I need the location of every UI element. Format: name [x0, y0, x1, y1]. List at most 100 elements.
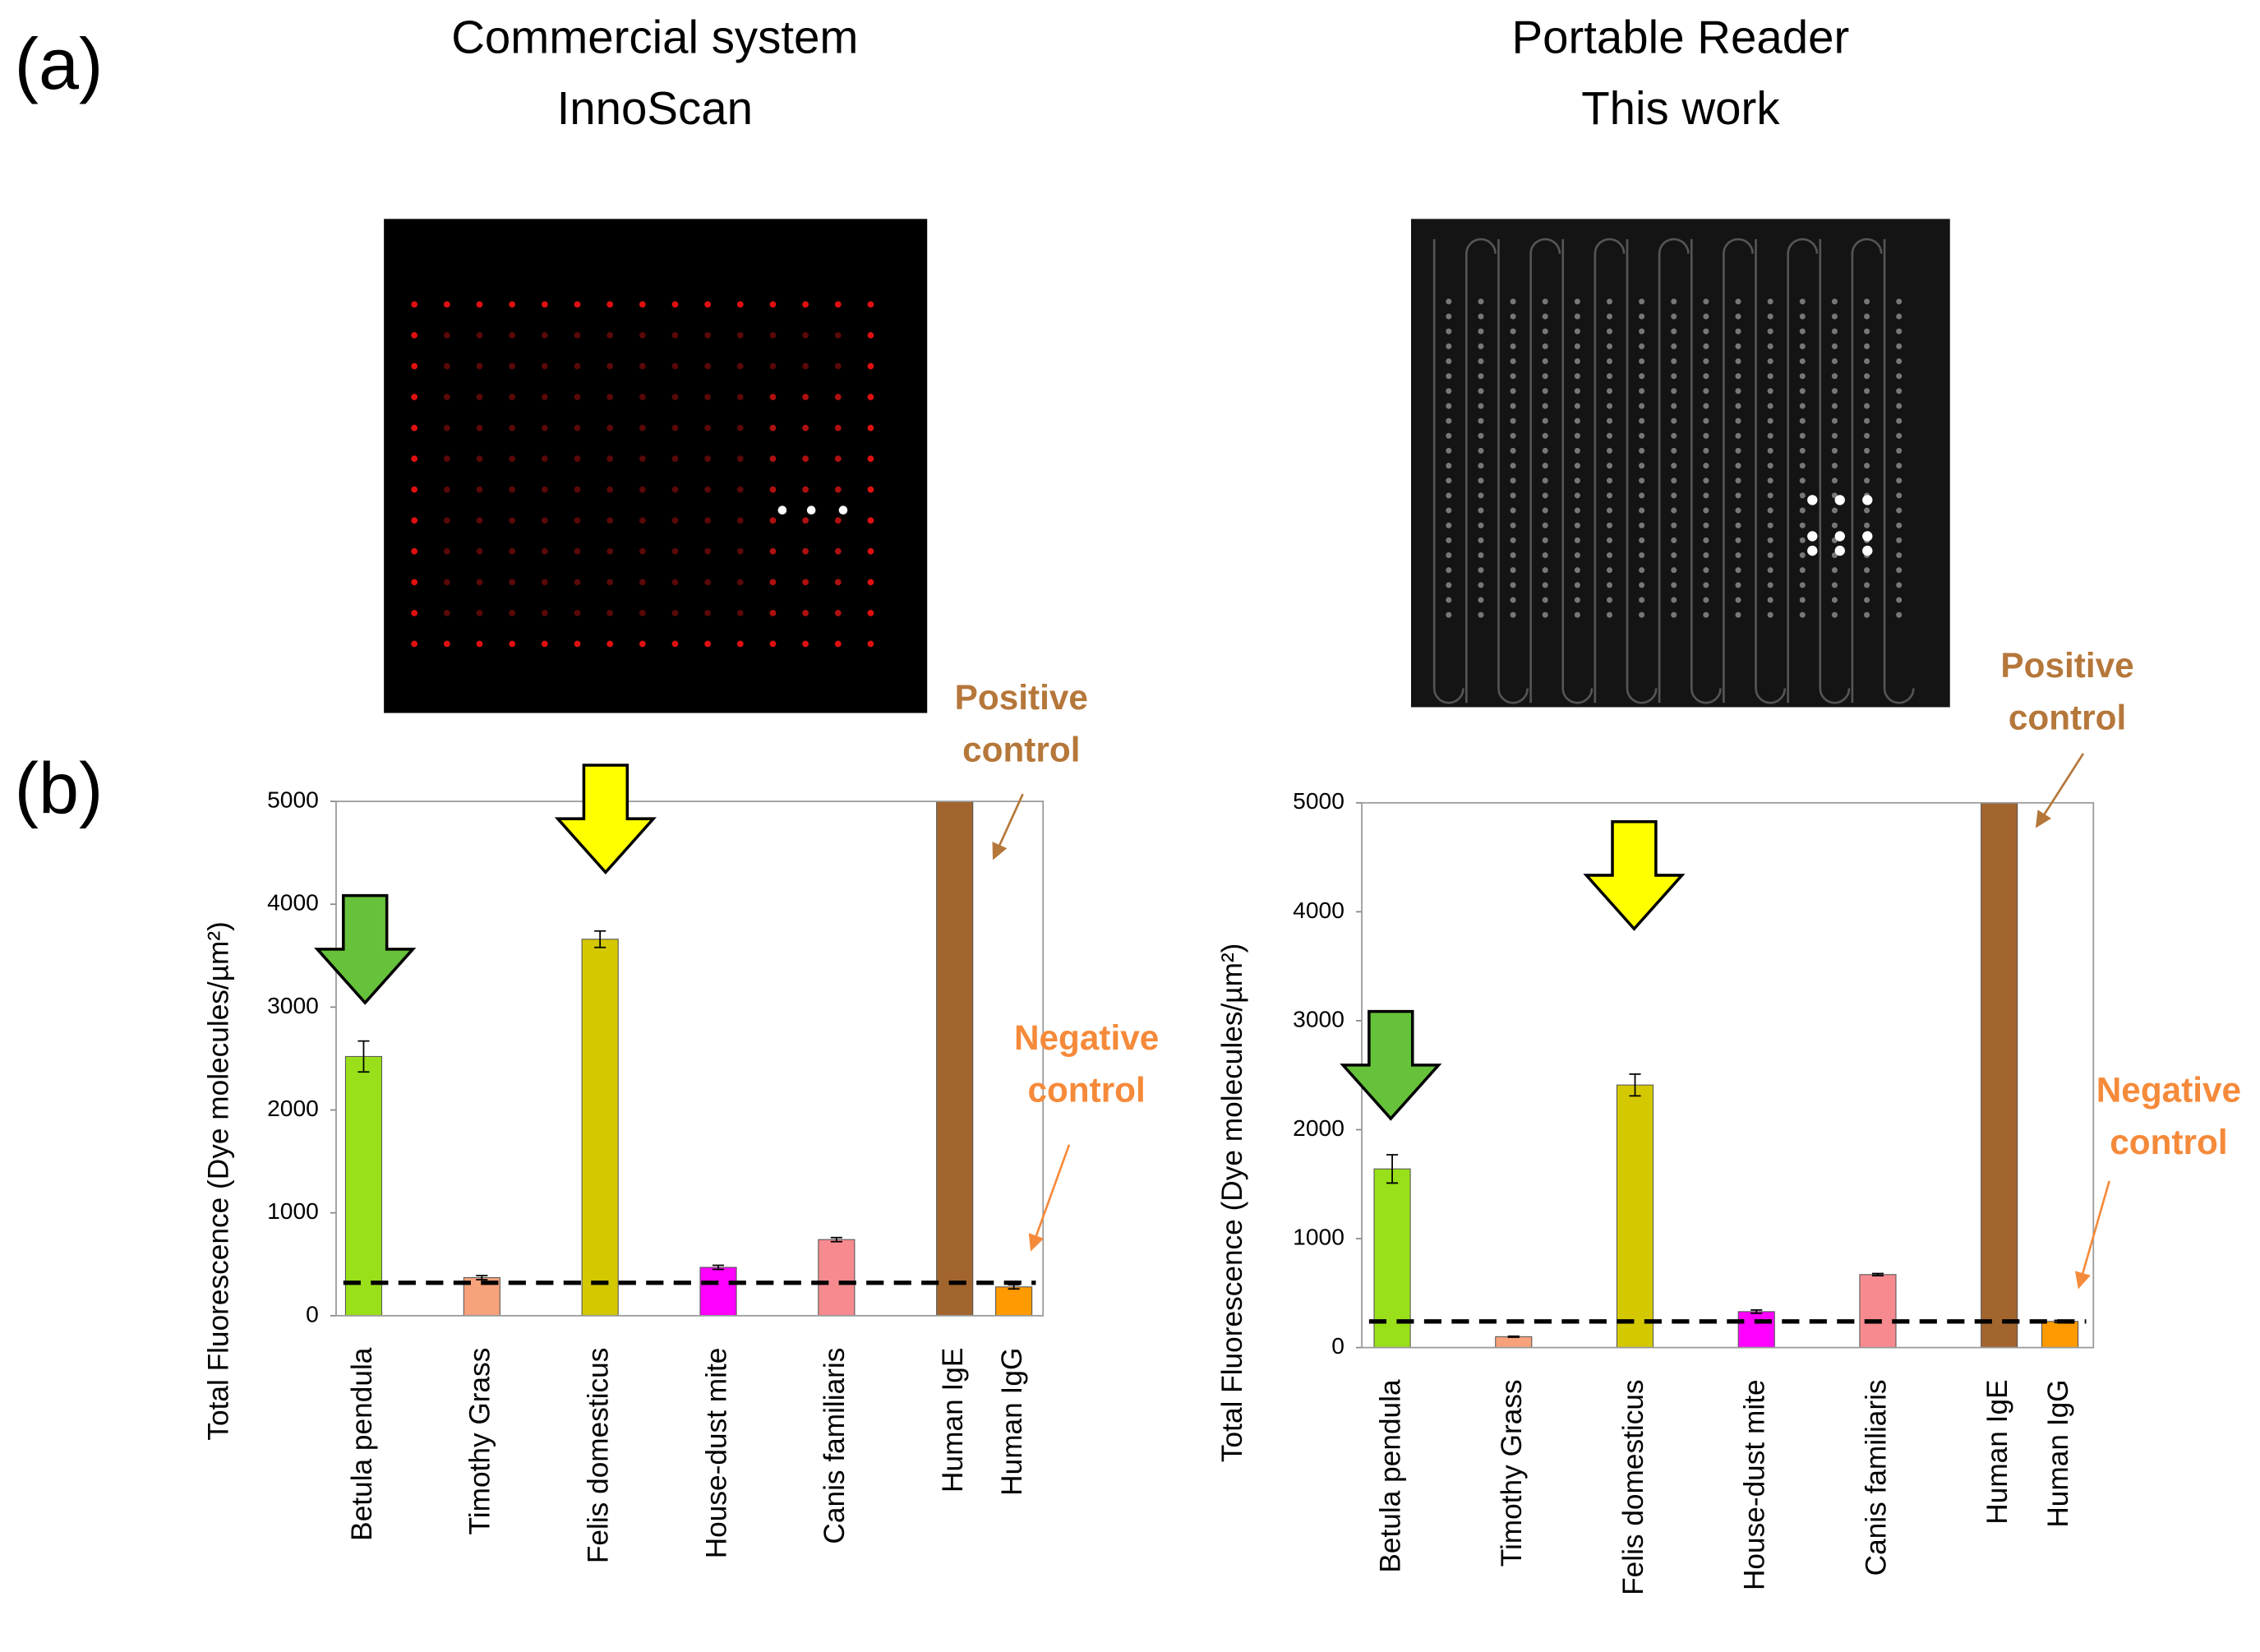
spot [704, 640, 712, 648]
annotation: control [1027, 1071, 1145, 1110]
spot [541, 394, 548, 400]
bar [1495, 1336, 1533, 1349]
spot [639, 609, 646, 616]
spot [834, 394, 842, 400]
spot [476, 640, 483, 648]
spot [443, 609, 450, 616]
spot [1510, 388, 1516, 395]
spot [1896, 388, 1903, 395]
x-tick-label: Human IgE [937, 1348, 969, 1493]
spot [1703, 522, 1709, 528]
spot [1831, 447, 1838, 454]
spot [736, 424, 744, 431]
spot [607, 301, 614, 308]
spot [769, 332, 777, 339]
spot [1767, 298, 1773, 305]
error-bar [594, 930, 607, 948]
spot [834, 640, 842, 648]
spot [1799, 432, 1806, 439]
spot [671, 362, 679, 370]
spot [834, 517, 842, 524]
spot [607, 486, 614, 493]
spot [1703, 537, 1709, 543]
highlight-arrow [1583, 819, 1686, 931]
spot [1542, 537, 1548, 543]
spot [574, 547, 581, 555]
spot [1671, 552, 1677, 559]
spot [1574, 313, 1580, 320]
channel [1529, 238, 1561, 704]
spot [1864, 611, 1870, 618]
spot [1542, 492, 1548, 499]
spot [1831, 403, 1838, 409]
spot [1799, 343, 1806, 349]
spot [704, 362, 712, 370]
spot [1542, 298, 1548, 305]
spot [541, 579, 548, 586]
spot [867, 547, 874, 555]
spot [1767, 328, 1773, 335]
x-tick-label: Human IgG [2042, 1379, 2074, 1527]
channel [1561, 239, 1594, 704]
spot [1639, 328, 1645, 335]
spot [704, 517, 712, 524]
spot [1703, 611, 1709, 618]
spot [476, 486, 483, 493]
spot [1542, 328, 1548, 335]
spot [1510, 463, 1516, 469]
spot [1574, 567, 1580, 574]
spot [1478, 611, 1484, 618]
spot [1831, 582, 1838, 588]
spot [1574, 552, 1580, 559]
header: This work [1581, 82, 1780, 134]
spot [1542, 478, 1548, 484]
spot [777, 505, 787, 515]
spot [671, 640, 679, 648]
spot [834, 486, 842, 493]
spot [1606, 552, 1613, 559]
spot [736, 394, 744, 400]
x-tick-label: Canis familiaris [1860, 1379, 1892, 1576]
spot [1799, 313, 1806, 320]
spot [1767, 567, 1773, 574]
bar [936, 801, 974, 1317]
spot [1767, 522, 1773, 528]
spot [1671, 492, 1677, 499]
spot [704, 455, 712, 463]
spot [574, 362, 581, 370]
spot [1574, 298, 1580, 305]
spot [1703, 463, 1709, 469]
spot [1799, 298, 1806, 305]
spot [574, 517, 581, 524]
spot [1767, 552, 1773, 559]
spot [1735, 567, 1741, 574]
spot [411, 640, 418, 648]
spot [1703, 388, 1709, 395]
spot [1735, 447, 1741, 454]
spot [1864, 567, 1870, 574]
spot [834, 547, 842, 555]
spot [1864, 313, 1870, 320]
channel [1658, 238, 1690, 704]
spot [1799, 358, 1806, 365]
spot [1639, 582, 1645, 588]
channel [1432, 239, 1464, 704]
spot [671, 424, 679, 431]
spot [704, 424, 712, 431]
spot [476, 394, 483, 400]
spot [769, 547, 777, 555]
channel [1594, 238, 1626, 704]
spot [1735, 373, 1741, 380]
spot [1767, 358, 1773, 365]
spot [1799, 567, 1806, 574]
spot [1703, 432, 1709, 439]
spot [1510, 298, 1516, 305]
channel [1690, 239, 1722, 704]
spot [443, 332, 450, 339]
x-tick-label: Felis domesticus [582, 1348, 614, 1564]
spot [1671, 597, 1677, 603]
channel [1851, 238, 1883, 704]
spot [1478, 552, 1484, 559]
spot [1799, 537, 1806, 543]
spot [769, 362, 777, 370]
